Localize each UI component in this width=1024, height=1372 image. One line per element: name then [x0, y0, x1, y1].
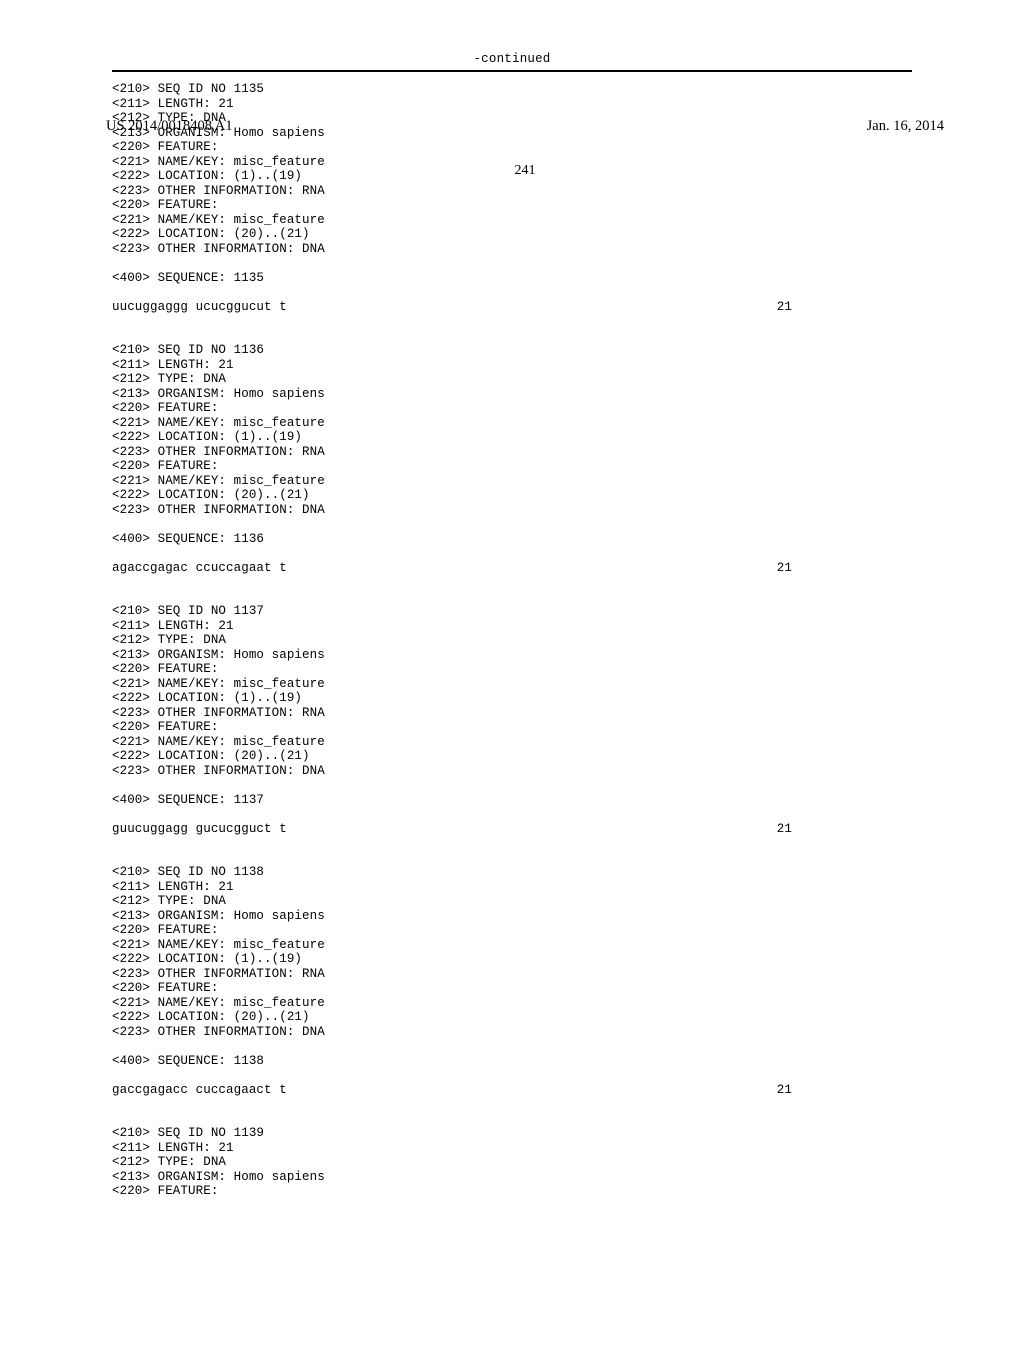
sequence-line: agaccgagac ccuccagaat t 21: [112, 561, 912, 576]
horizontal-rule: [112, 70, 912, 72]
sequence-length: 21: [777, 300, 912, 315]
page-number: 241: [106, 163, 944, 179]
sequence-line: uucuggaggg ucucggucut t 21: [112, 300, 912, 315]
page-header: US 2014/0018408 A1 Jan. 16, 2014 241: [0, 118, 1024, 179]
publication-date: Jan. 16, 2014: [867, 118, 944, 135]
sequence-length: 21: [777, 561, 912, 576]
publication-number: US 2014/0018408 A1: [106, 118, 233, 135]
sequence-line: gaccgagacc cuccagaact t 21: [112, 1083, 912, 1098]
sequence-text: agaccgagac ccuccagaat t: [112, 561, 287, 576]
continued-label: -continued: [0, 52, 1024, 66]
sequence-text: guucuggagg gucucgguct t: [112, 822, 287, 837]
sequence-text: uucuggaggg ucucggucut t: [112, 300, 287, 315]
sequence-length: 21: [777, 822, 912, 837]
sequence-listing: <210> SEQ ID NO 1135 <211> LENGTH: 21 <2…: [112, 82, 912, 1199]
sequence-text: gaccgagacc cuccagaact t: [112, 1083, 287, 1098]
sequence-line: guucuggagg gucucgguct t 21: [112, 822, 912, 837]
sequence-length: 21: [777, 1083, 912, 1098]
